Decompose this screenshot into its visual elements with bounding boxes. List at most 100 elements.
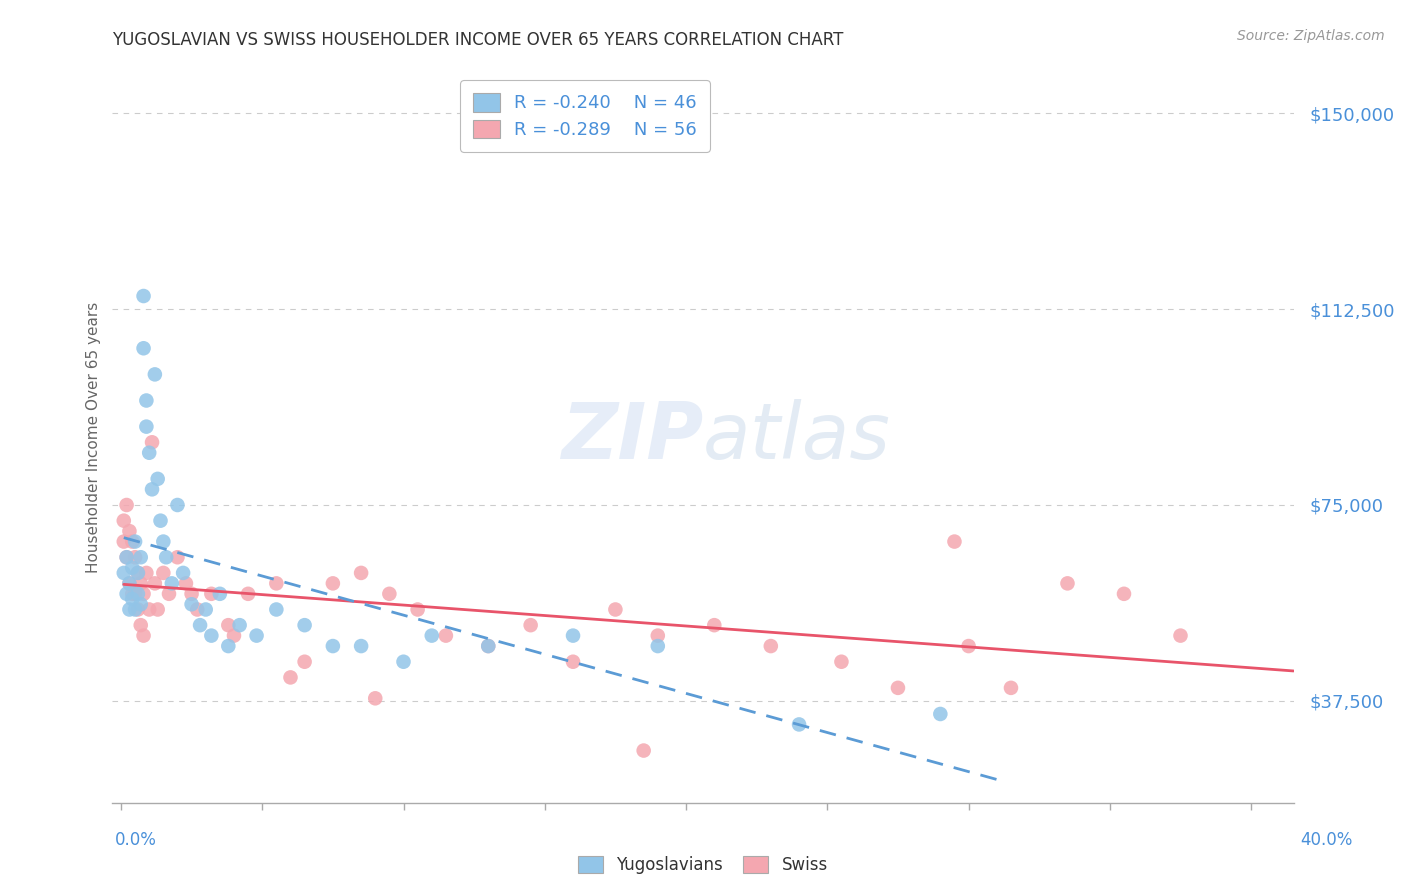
- Point: [420, 629, 443, 643]
- Point: [364, 691, 387, 706]
- Point: [118, 602, 141, 616]
- Point: [146, 602, 169, 616]
- Point: [138, 446, 160, 460]
- Point: [787, 717, 810, 731]
- Point: [406, 602, 429, 616]
- Point: [350, 566, 373, 580]
- Point: [188, 618, 211, 632]
- Point: [143, 576, 166, 591]
- Point: [166, 498, 188, 512]
- Point: [200, 629, 222, 643]
- Point: [172, 566, 194, 580]
- Point: [350, 639, 373, 653]
- Point: [127, 602, 149, 616]
- Point: [294, 618, 316, 632]
- Point: [112, 514, 135, 528]
- Point: [129, 576, 152, 591]
- Legend: Yugoslavians, Swiss: Yugoslavians, Swiss: [569, 847, 837, 882]
- Point: [322, 639, 344, 653]
- Point: [112, 534, 135, 549]
- Point: [228, 618, 250, 632]
- Point: [280, 670, 302, 684]
- Point: [118, 524, 141, 538]
- Point: [129, 618, 152, 632]
- Point: [174, 576, 197, 591]
- Point: [562, 629, 585, 643]
- Point: [138, 602, 160, 616]
- Point: [180, 597, 202, 611]
- Point: [121, 560, 143, 574]
- Point: [132, 289, 155, 303]
- Point: [121, 534, 143, 549]
- Text: ZIP: ZIP: [561, 399, 703, 475]
- Point: [157, 587, 180, 601]
- Point: [217, 639, 239, 653]
- Point: [759, 639, 782, 653]
- Point: [647, 639, 669, 653]
- Point: [118, 576, 141, 591]
- Point: [519, 618, 541, 632]
- Point: [135, 566, 157, 580]
- Point: [322, 576, 344, 591]
- Point: [392, 655, 415, 669]
- Point: [132, 587, 155, 601]
- Point: [121, 587, 143, 601]
- Point: [152, 566, 174, 580]
- Point: [434, 629, 457, 643]
- Point: [132, 629, 155, 643]
- Point: [160, 576, 183, 591]
- Point: [1112, 587, 1135, 601]
- Point: [115, 587, 138, 601]
- Point: [957, 639, 980, 653]
- Point: [132, 341, 155, 355]
- Point: [127, 566, 149, 580]
- Point: [703, 618, 725, 632]
- Point: [378, 587, 401, 601]
- Point: [129, 550, 152, 565]
- Point: [124, 587, 146, 601]
- Point: [236, 587, 259, 601]
- Point: [200, 587, 222, 601]
- Point: [135, 393, 157, 408]
- Point: [266, 602, 288, 616]
- Point: [1000, 681, 1022, 695]
- Point: [294, 655, 316, 669]
- Point: [149, 514, 172, 528]
- Point: [633, 743, 655, 757]
- Point: [152, 534, 174, 549]
- Point: [266, 576, 288, 591]
- Point: [562, 655, 585, 669]
- Point: [135, 419, 157, 434]
- Point: [180, 587, 202, 601]
- Point: [127, 566, 149, 580]
- Point: [115, 550, 138, 565]
- Point: [115, 498, 138, 512]
- Point: [155, 550, 177, 565]
- Text: 40.0%: 40.0%: [1301, 831, 1353, 849]
- Point: [186, 602, 208, 616]
- Point: [477, 639, 499, 653]
- Point: [166, 550, 188, 565]
- Point: [887, 681, 910, 695]
- Point: [605, 602, 627, 616]
- Point: [146, 472, 169, 486]
- Point: [141, 483, 163, 497]
- Point: [124, 534, 146, 549]
- Point: [124, 550, 146, 565]
- Point: [943, 534, 966, 549]
- Point: [118, 576, 141, 591]
- Point: [208, 587, 231, 601]
- Point: [112, 566, 135, 580]
- Point: [245, 629, 267, 643]
- Point: [217, 618, 239, 632]
- Point: [929, 706, 952, 721]
- Point: [222, 629, 245, 643]
- Point: [141, 435, 163, 450]
- Point: [143, 368, 166, 382]
- Point: [830, 655, 852, 669]
- Point: [1170, 629, 1192, 643]
- Text: YUGOSLAVIAN VS SWISS HOUSEHOLDER INCOME OVER 65 YEARS CORRELATION CHART: YUGOSLAVIAN VS SWISS HOUSEHOLDER INCOME …: [112, 31, 844, 49]
- Point: [477, 639, 499, 653]
- Text: Source: ZipAtlas.com: Source: ZipAtlas.com: [1237, 29, 1385, 43]
- Y-axis label: Householder Income Over 65 years: Householder Income Over 65 years: [86, 301, 101, 573]
